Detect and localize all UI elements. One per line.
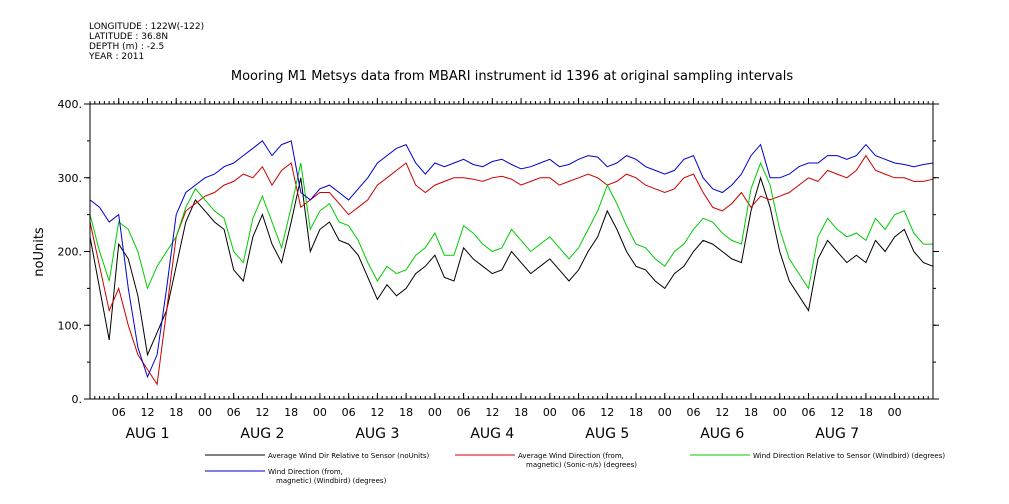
legend-label-2: magnetic) (Sonic-n/s) (degrees) <box>526 461 637 469</box>
y-tick-label: 400. <box>58 98 83 111</box>
latitude-text: LATITUDE : 36.8N <box>89 32 169 42</box>
longitude-text: LONGITUDE : 122W(-122) <box>89 22 205 32</box>
x-tick-label: 12 <box>370 406 384 419</box>
dataset-metadata: LONGITUDE : 122W(-122) LATITUDE : 36.8N … <box>89 22 204 62</box>
day-label: AUG 1 <box>125 426 169 442</box>
axes-group: 0. 100. 200. 300. 400. 06 12 18 00 06 12 18 00 06 12 18… <box>58 98 939 442</box>
legend-label-4: magnetic) (Windbird) (degrees) <box>276 477 387 485</box>
day-label: AUG 3 <box>355 426 399 442</box>
x-tick-label: 06 <box>227 406 241 419</box>
x-tick-label: 06 <box>342 406 356 419</box>
x-tick-label: 12 <box>485 406 499 419</box>
x-tick-label: 00 <box>198 406 212 419</box>
x-tick-label: 06 <box>457 406 471 419</box>
series-line-1 <box>89 176 934 357</box>
x-tick-label: 18 <box>859 406 873 419</box>
legend-label-4: Wind Direction (from, <box>268 468 343 476</box>
x-tick-label: 06 <box>801 406 815 419</box>
x-tick-label: 18 <box>169 406 183 419</box>
x-tick-label: 18 <box>399 406 413 419</box>
y-axis-label: noUnits <box>32 227 47 277</box>
x-tick-label: 12 <box>140 406 154 419</box>
x-tick-label: 06 <box>687 406 701 419</box>
x-tick-label: 12 <box>830 406 844 419</box>
x-tick-label: 00 <box>888 406 902 419</box>
x-tick-label: 12 <box>255 406 269 419</box>
series-line-2 <box>89 154 934 386</box>
x-tick-label: 00 <box>658 406 672 419</box>
y-tick-label: 100. <box>58 319 83 332</box>
day-label: AUG 4 <box>470 426 514 442</box>
year-text: YEAR : 2011 <box>89 52 145 62</box>
x-tick-label: 00 <box>428 406 442 419</box>
x-tick-label: 00 <box>773 406 787 419</box>
x-tick-label: 12 <box>715 406 729 419</box>
x-tick-label: 18 <box>514 406 528 419</box>
x-tick-label: 12 <box>600 406 614 419</box>
series-line-3 <box>89 161 933 290</box>
x-tick-label: 06 <box>112 406 126 419</box>
x-tick-label: 00 <box>543 406 557 419</box>
x-tick-label: 00 <box>313 406 327 419</box>
x-tick-label: 06 <box>572 406 586 419</box>
legend-label-3: Wind Direction Relative to Sensor (Windb… <box>753 452 945 460</box>
day-label: AUG 6 <box>700 426 744 442</box>
y-tick-label: 200. <box>58 246 83 259</box>
day-label: AUG 2 <box>240 426 284 442</box>
legend-label-1: Average Wind Dir Relative to Sensor (noU… <box>268 452 429 460</box>
chart-legend: Average Wind Dir Relative to Sensor (noU… <box>205 452 945 485</box>
chart-title: Mooring M1 Metsys data from MBARI instru… <box>231 69 793 84</box>
plot-series-group <box>89 140 934 386</box>
day-label: AUG 5 <box>585 426 629 442</box>
series-line-4 <box>89 140 934 379</box>
x-tick-label: 18 <box>284 406 298 419</box>
y-tick-label: 300. <box>58 172 83 185</box>
depth-text: DEPTH (m) : -2.5 <box>89 42 165 52</box>
x-tick-label: 18 <box>744 406 758 419</box>
day-label: AUG 7 <box>815 426 859 442</box>
x-tick-label: 18 <box>629 406 643 419</box>
legend-label-2: Average Wind Direction (from, <box>518 452 624 460</box>
y-tick-label: 0. <box>72 393 83 406</box>
